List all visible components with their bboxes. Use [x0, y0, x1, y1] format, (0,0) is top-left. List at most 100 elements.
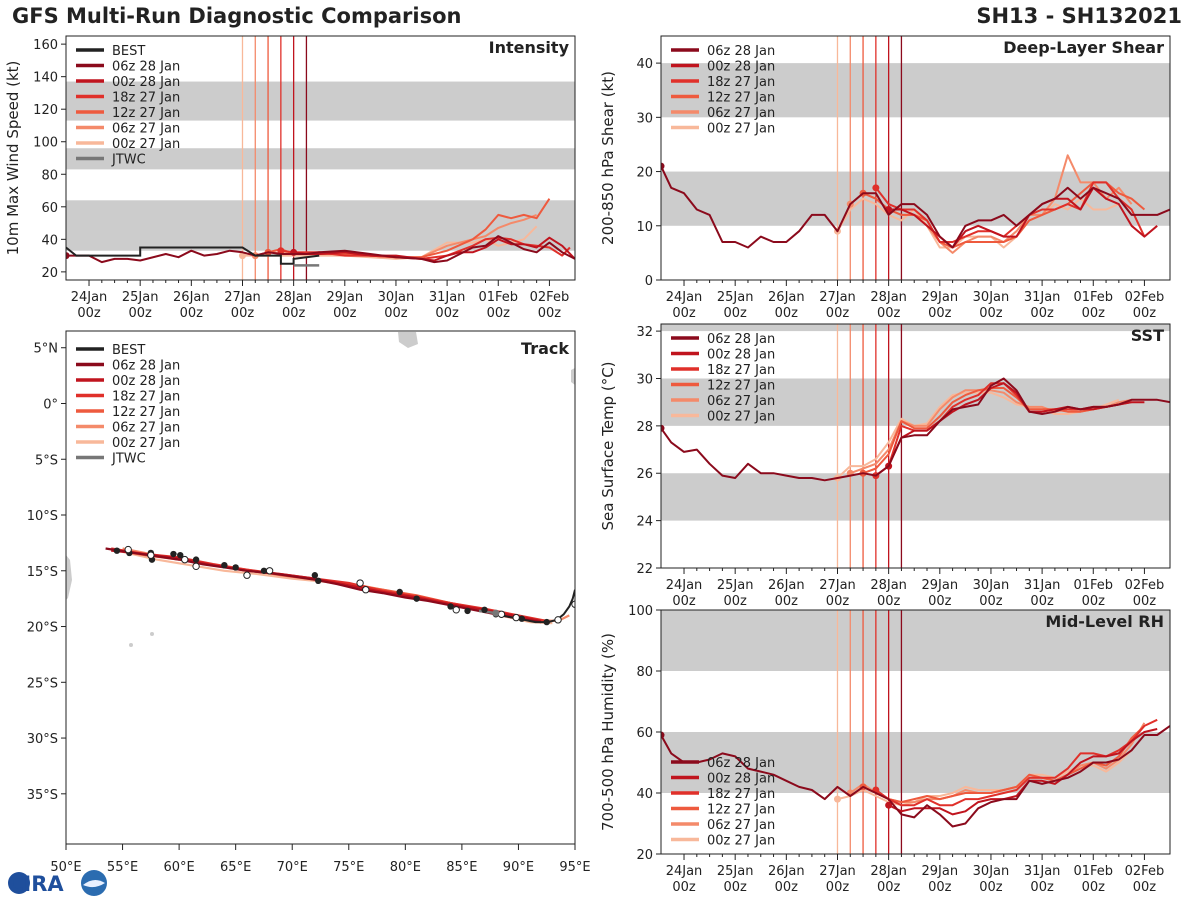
x-tick-label: 00z	[775, 306, 799, 321]
series-group	[661, 154, 1170, 254]
x-tick-label: 00z	[723, 306, 747, 321]
y-tick-label: 35°S	[27, 788, 58, 803]
legend-label: 18z 27 Jan	[112, 390, 180, 405]
x-tick-label: 29Jan	[922, 290, 959, 305]
legend-entry: 06z 28 Jan	[76, 359, 180, 374]
x-tick-label: 25Jan	[122, 290, 159, 305]
x-tick-label: 02Feb	[1125, 864, 1165, 879]
y-tick-label: 140	[33, 71, 58, 86]
x-tick-label: 24Jan	[71, 290, 108, 305]
y-axis-label: 200-850 hPa Shear (kt)	[599, 71, 617, 245]
x-tick-label: 24Jan	[666, 864, 703, 879]
x-tick-label: 00z	[877, 594, 901, 609]
x-tick-label: 31Jan	[429, 290, 466, 305]
legend-entry: BEST	[76, 343, 145, 358]
best-track-line	[495, 589, 575, 624]
legend-entry: 06z 27 Jan	[76, 421, 180, 436]
series-line	[280, 236, 571, 260]
x-tick-label: 25Jan	[717, 864, 754, 879]
x-tick-label: 75°E	[333, 860, 364, 875]
legend-label: 06z 28 Jan	[707, 332, 775, 347]
panel-intensity: 2040608010012014016024Jan00z25Jan00z26Ja…	[4, 35, 576, 321]
series-line	[875, 181, 1146, 243]
shaded-band	[661, 610, 1170, 671]
best-track-line	[66, 246, 320, 265]
legend-entry: 06z 27 Jan	[671, 394, 775, 409]
x-tick-label: 00z	[180, 306, 204, 321]
storm-id: SH13 - SH132021	[976, 4, 1182, 28]
x-tick-label: 01Feb	[1073, 578, 1113, 593]
x-tick-label: 01Feb	[478, 290, 518, 305]
x-tick-label: 00z	[231, 306, 255, 321]
y-tick-label: 5°S	[35, 453, 58, 468]
y-tick-label: 120	[33, 103, 58, 118]
x-tick-label: 50°E	[50, 860, 81, 875]
legend-entry: 06z 28 Jan	[671, 756, 775, 771]
x-tick-label: 00z	[723, 594, 747, 609]
y-tick-label: 160	[33, 38, 58, 53]
track-marker-filled	[221, 561, 228, 569]
plot-background	[66, 331, 575, 844]
series-line	[888, 186, 1158, 249]
legend-label: 00z 27 Jan	[112, 137, 180, 152]
track-marker-filled	[311, 572, 319, 579]
legend-label: 06z 27 Jan	[112, 421, 180, 436]
x-tick-label: 27Jan	[224, 290, 261, 305]
track-marker-filled	[518, 615, 526, 622]
y-tick-label: 22	[636, 562, 653, 577]
track-marker-open	[356, 579, 364, 587]
y-tick-label: 5°N	[34, 342, 59, 357]
track-marker-open	[192, 562, 200, 571]
plot-background	[661, 324, 1170, 568]
x-tick-label: 02Feb	[530, 290, 570, 305]
legend-entry: 00z 27 Jan	[671, 122, 775, 137]
y-tick-label: 40	[636, 787, 653, 802]
series-start-point	[66, 252, 70, 260]
track-marker-filled	[447, 603, 454, 610]
legend-label: 06z 28 Jan	[112, 359, 180, 374]
y-tick-label: 10	[636, 220, 653, 235]
x-tick-label: 00z	[1082, 880, 1106, 895]
x-tick-label: 30Jan	[378, 290, 415, 305]
panel-track: 50°E 55°E 60°E 65°E 70°E 75°E 80°E 85°E 90°E 95°E…	[27, 330, 591, 875]
x-tick-label: 00z	[826, 880, 850, 895]
series-line	[661, 377, 1170, 482]
legend-label: 18z 27 Jan	[707, 787, 775, 802]
y-tick-label: 60	[41, 201, 58, 216]
land-shape	[398, 332, 418, 348]
track-marker-open	[265, 567, 274, 575]
plot-frame	[660, 35, 1171, 281]
legend-entry: 12z 27 Jan	[76, 405, 180, 420]
legend-entry: 00z 27 Jan	[671, 410, 775, 425]
series-start-point	[833, 795, 841, 803]
x-tick-label: 00z	[928, 306, 952, 321]
y-tick-label: 24	[636, 515, 653, 530]
legend-entry: 18z 27 Jan	[76, 390, 180, 405]
track-marker-filled	[464, 607, 471, 615]
shaded-band	[661, 473, 1170, 521]
y-tick-label: 32	[636, 325, 653, 340]
x-tick-label: 00z	[128, 306, 152, 321]
y-axis-label: 700-500 hPa Humidity (%)	[599, 633, 617, 831]
track-marker-filled	[170, 550, 177, 558]
legend-entry: 00z 28 Jan	[76, 75, 180, 90]
track-marker-open	[243, 571, 251, 579]
shaded-band	[661, 732, 1170, 793]
legend-entry: 00z 27 Jan	[76, 436, 180, 451]
y-axis-label: Sea Surface Temp (°C)	[599, 361, 617, 530]
shaded-band	[661, 324, 1170, 332]
x-tick-label: 00z	[1133, 880, 1157, 895]
y-tick-label: 20	[41, 266, 58, 281]
x-tick-label: 28Jan	[275, 290, 312, 305]
x-tick-label: 31Jan	[1024, 578, 1061, 593]
x-tick-label: 00z	[282, 306, 306, 321]
legend-entry: 18z 27 Jan	[671, 75, 775, 90]
x-tick-label: 00z	[775, 880, 799, 895]
shaded-band	[661, 63, 1170, 118]
legend-entry: 06z 27 Jan	[671, 106, 775, 121]
legend-label: JTWC	[111, 153, 146, 168]
series-start-point	[661, 731, 665, 739]
y-tick-label: 100	[628, 604, 653, 619]
shaded-band	[66, 81, 575, 121]
